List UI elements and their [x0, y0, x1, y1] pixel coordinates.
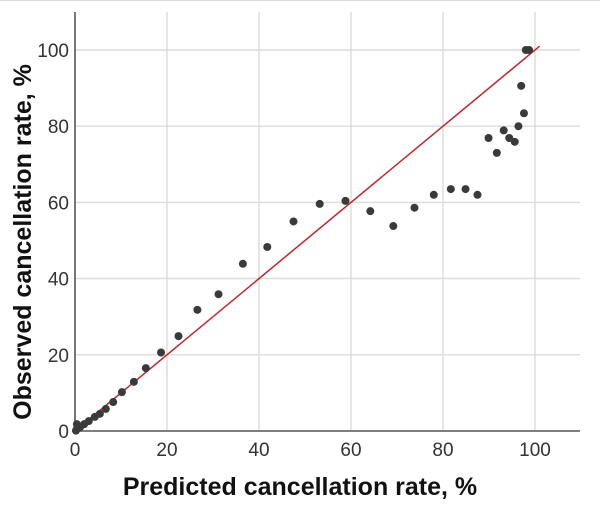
axes [74, 12, 580, 432]
y-tick-label: 20 [48, 346, 69, 367]
data-point [289, 217, 298, 226]
x-tick-label: 80 [432, 440, 453, 461]
y-tick-labels: 0 20 40 60 80 100 [37, 41, 69, 443]
data-point [473, 190, 482, 199]
y-tick-label: 0 [58, 422, 69, 443]
data-point [461, 185, 470, 194]
data-point [157, 348, 166, 357]
y-tick-label: 80 [48, 117, 69, 138]
x-tick-label: 40 [248, 440, 269, 461]
data-point [109, 398, 118, 407]
data-point [117, 388, 126, 397]
data-point [366, 207, 375, 216]
data-point [341, 196, 350, 205]
data-point [499, 126, 508, 135]
data-point [263, 242, 272, 251]
data-points [71, 46, 534, 435]
data-point [519, 109, 528, 118]
y-axis-title: Observed cancellation rate, % [9, 64, 37, 420]
x-tick-labels: 0 20 40 60 80 100 [70, 440, 551, 461]
y-tick-label: 60 [48, 193, 69, 214]
data-point [174, 332, 183, 341]
data-point [193, 305, 202, 314]
x-tick-label: 20 [156, 440, 177, 461]
data-point [214, 290, 223, 299]
y-tick-label: 40 [48, 270, 69, 291]
data-point [525, 46, 534, 54]
x-tick-label: 0 [70, 440, 81, 461]
reference-line-group [74, 45, 541, 432]
data-point [101, 404, 110, 413]
data-point [389, 222, 398, 231]
data-point [84, 417, 93, 426]
data-point [446, 185, 455, 194]
x-axis-title: Predicted cancellation rate, % [123, 473, 477, 501]
y-tick-label: 100 [37, 41, 69, 62]
identity-reference-line [74, 45, 541, 432]
data-point [517, 81, 526, 90]
data-point [95, 409, 104, 418]
data-point [315, 199, 324, 208]
data-point [492, 148, 501, 157]
x-tick-label: 100 [519, 440, 551, 461]
data-point [410, 203, 419, 212]
data-point [129, 377, 138, 386]
top-border [0, 0, 600, 1]
data-point [484, 134, 493, 143]
data-point [429, 190, 438, 199]
data-point [510, 137, 519, 146]
x-tick-label: 60 [340, 440, 361, 461]
data-point [514, 122, 523, 131]
data-point [141, 364, 150, 373]
data-point [238, 259, 247, 268]
